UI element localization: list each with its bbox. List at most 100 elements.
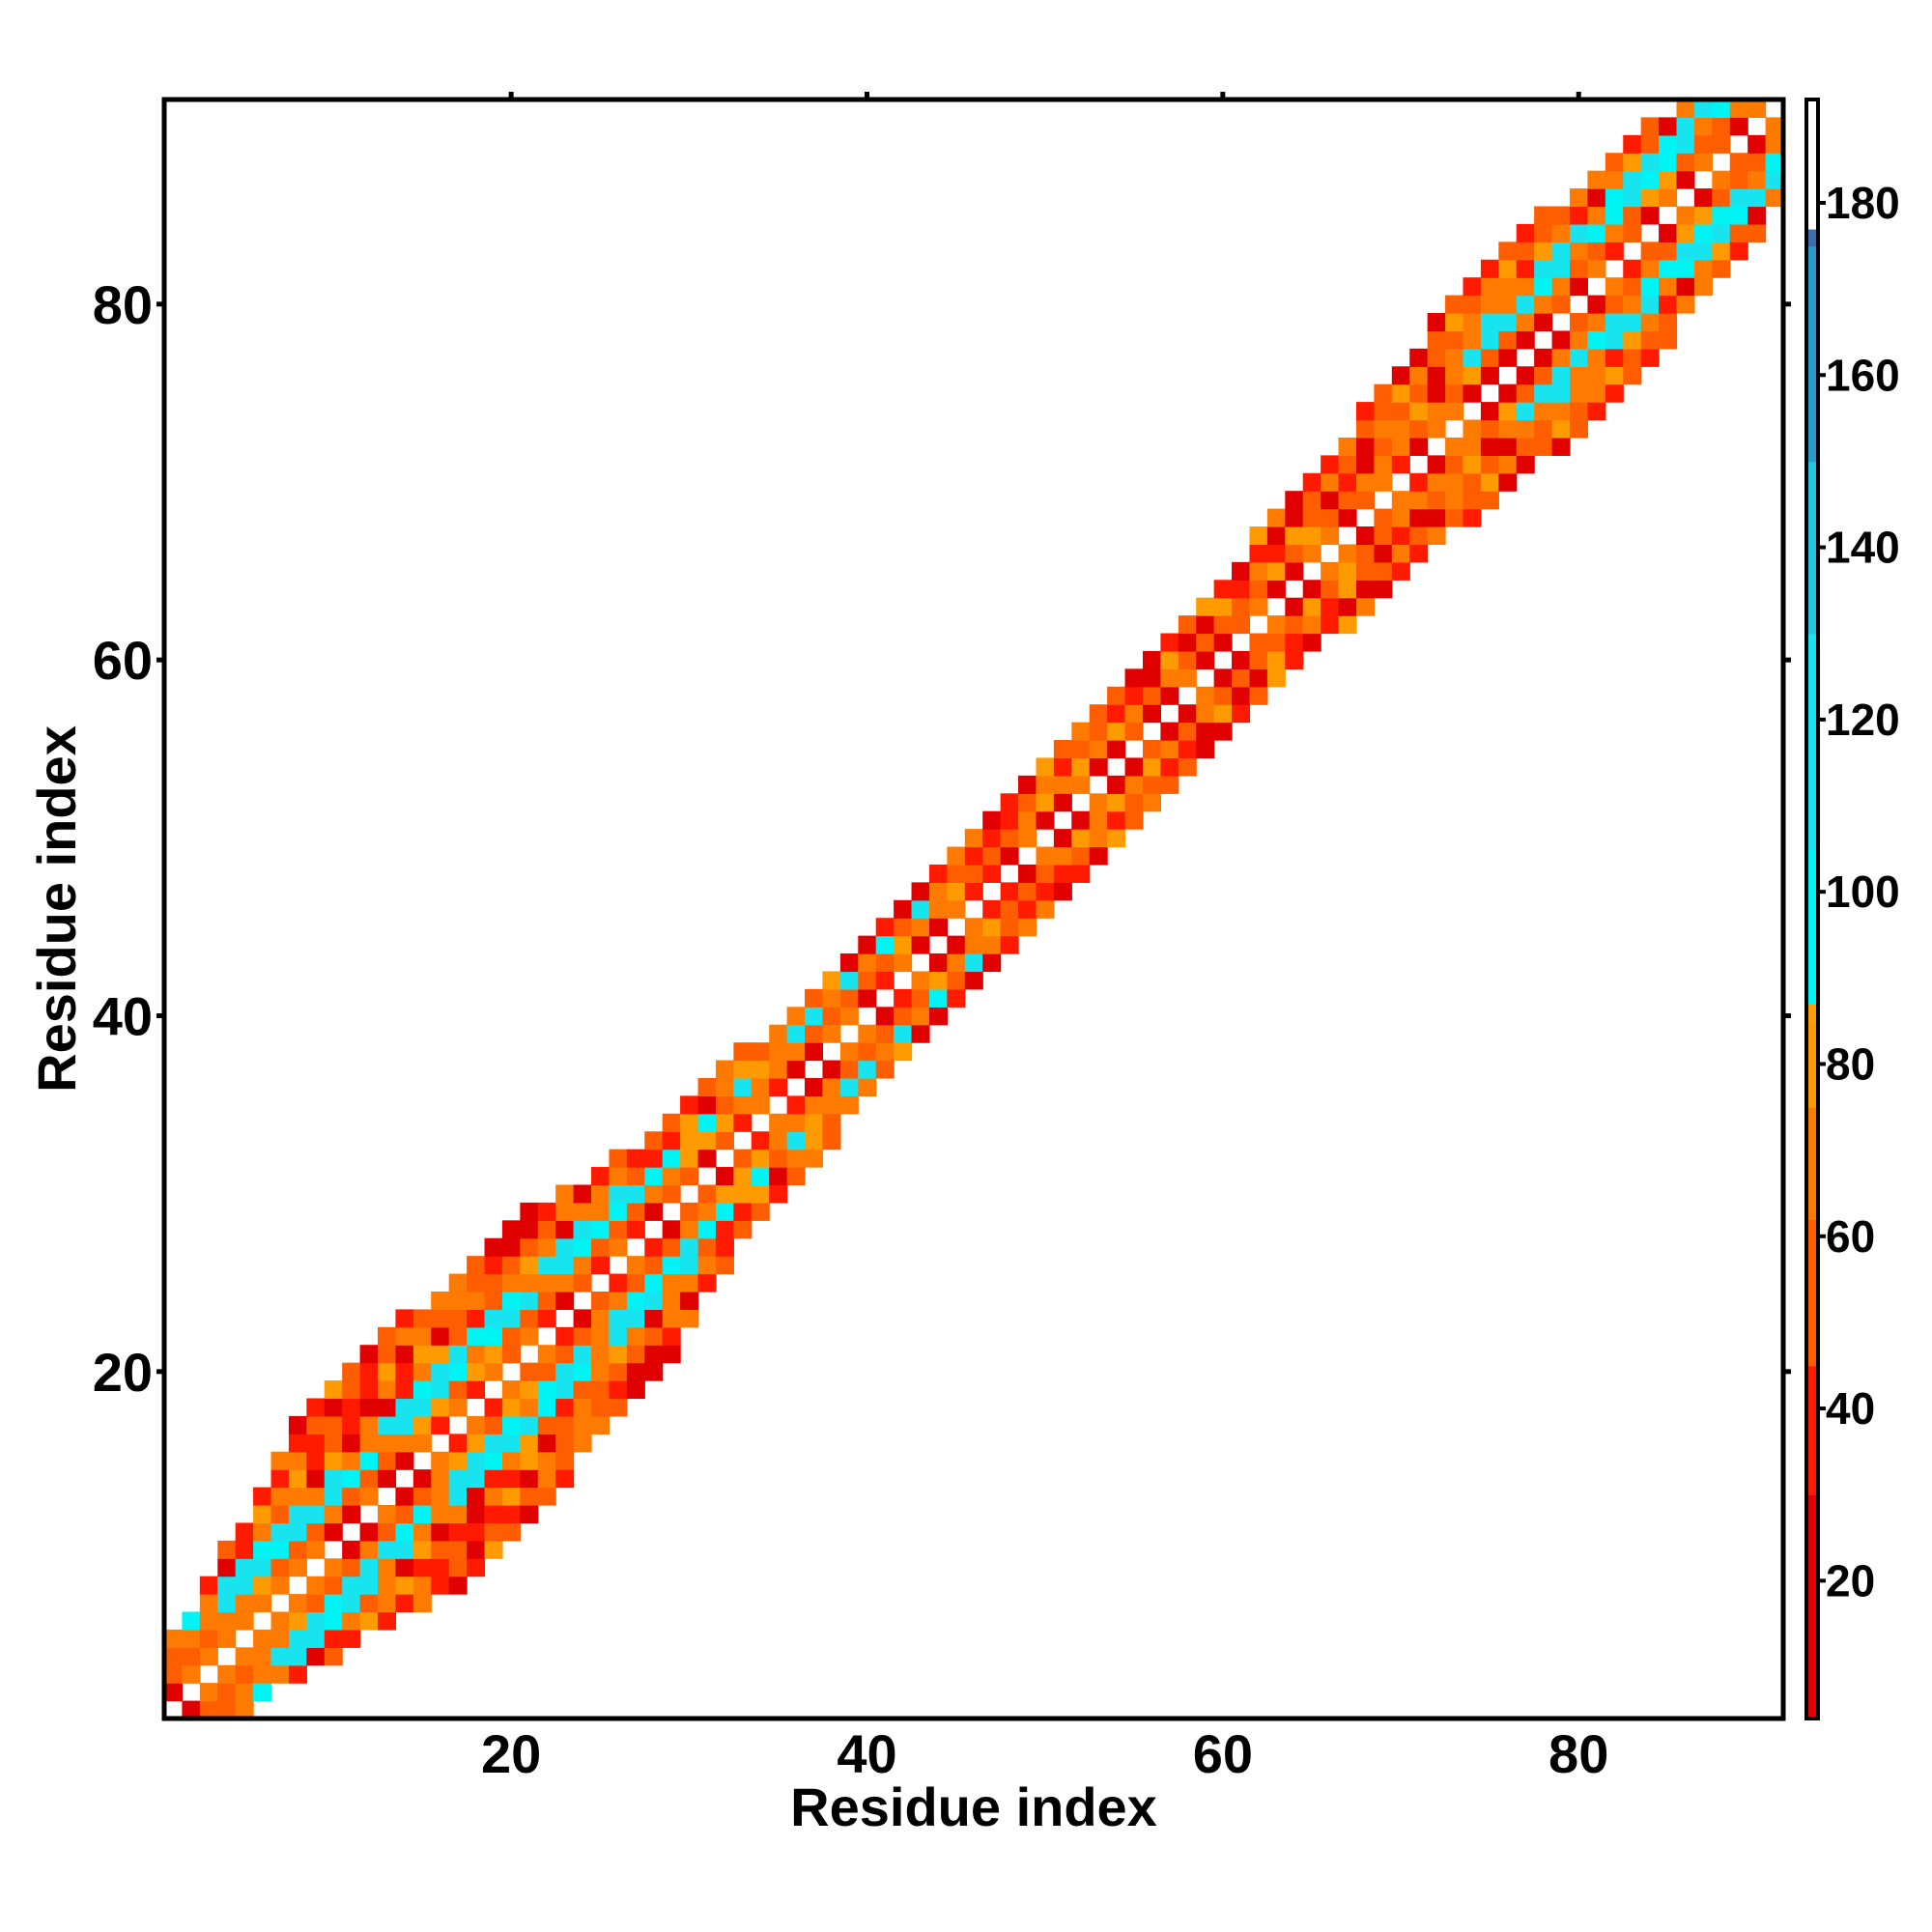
heatmap-cell <box>609 1149 628 1168</box>
heatmap-cell <box>875 953 895 973</box>
heatmap-cell <box>1463 366 1482 385</box>
heatmap-cell <box>1374 508 1393 527</box>
heatmap-cell <box>1178 722 1197 741</box>
heatmap-cell <box>359 1469 379 1489</box>
heatmap-cell <box>1036 757 1055 777</box>
colorbar-segment <box>1806 1236 1818 1246</box>
colorbar-segment <box>1806 1615 1818 1625</box>
heatmap-cell <box>982 810 1002 830</box>
heatmap-cell <box>555 1451 575 1470</box>
colorbar-segment <box>1806 401 1818 411</box>
colorbar-segment <box>1806 1486 1818 1496</box>
heatmap-cell <box>520 1291 539 1310</box>
heatmap-cell <box>1196 722 1215 741</box>
heatmap-cell <box>1747 99 1767 119</box>
heatmap-cell <box>1605 206 1624 225</box>
colorbar-segment <box>1806 349 1818 359</box>
heatmap-cell <box>1071 846 1091 866</box>
heatmap-cell <box>520 1256 539 1275</box>
heatmap-cell <box>875 1007 895 1026</box>
heatmap-cell <box>1623 277 1642 297</box>
heatmap-cell <box>484 1345 503 1364</box>
colorbar-segment <box>1806 280 1818 290</box>
heatmap-cell <box>1302 544 1321 563</box>
heatmap-cell <box>1142 704 1161 724</box>
heatmap-cell <box>324 1469 343 1489</box>
heatmap-cell <box>1374 402 1393 421</box>
heatmap-cell <box>662 1326 681 1346</box>
heatmap-cell <box>1765 153 1784 172</box>
heatmap-cell <box>1427 472 1446 492</box>
colorbar-segment <box>1806 443 1818 454</box>
heatmap-cell <box>626 1273 645 1293</box>
colorbar-segment <box>1806 659 1818 669</box>
heatmap-cell <box>715 1237 734 1257</box>
heatmap-cell <box>1089 829 1108 848</box>
heatmap-cell <box>1232 650 1251 669</box>
heatmap-cell <box>270 1664 290 1684</box>
heatmap-cell <box>1089 740 1108 759</box>
heatmap-cell <box>182 1647 201 1666</box>
heatmap-cell <box>484 1451 503 1470</box>
heatmap-cell <box>306 1522 326 1542</box>
heatmap-cell <box>431 1291 450 1310</box>
heatmap-cell <box>1232 580 1251 599</box>
heatmap-cell <box>769 1077 788 1096</box>
heatmap-cell <box>1196 633 1215 652</box>
heatmap-cell <box>520 1202 539 1221</box>
heatmap-cell <box>484 1540 503 1559</box>
colorbar-segment <box>1806 125 1818 135</box>
heatmap-cell <box>217 1558 237 1577</box>
heatmap-cell <box>1338 580 1357 599</box>
heatmap-cell <box>1355 526 1375 546</box>
heatmap-cell <box>1480 259 1499 278</box>
heatmap-cell <box>537 1398 556 1417</box>
colorbar-segment <box>1806 702 1818 712</box>
heatmap-cell <box>235 1700 254 1719</box>
heatmap-cell <box>324 1451 343 1470</box>
heatmap-cell <box>1480 330 1499 350</box>
heatmap-cell <box>839 988 859 1008</box>
heatmap-cell <box>1285 526 1304 546</box>
heatmap-cell <box>1338 472 1357 492</box>
y-tick-label: 60 <box>93 630 153 691</box>
heatmap-cell <box>288 1629 307 1648</box>
heatmap-cell <box>1213 704 1233 724</box>
colorbar-segment <box>1806 831 1818 841</box>
colorbar-segment <box>1806 1288 1818 1297</box>
heatmap-cell <box>342 1415 361 1435</box>
heatmap-cell <box>467 1309 486 1328</box>
heatmap-cell <box>1587 330 1606 350</box>
heatmap-cell <box>555 1362 575 1381</box>
heatmap-cell <box>733 1149 753 1168</box>
colorbar-segment <box>1806 762 1818 773</box>
colorbar-segment <box>1806 986 1818 996</box>
heatmap-cell <box>1249 544 1268 563</box>
heatmap-cell <box>467 1504 486 1524</box>
heatmap-cell <box>359 1345 379 1364</box>
heatmap-cell <box>591 1415 611 1435</box>
colorbar-segment <box>1806 641 1818 652</box>
y-tick-label: 80 <box>93 274 153 335</box>
heatmap-cell <box>1640 313 1660 332</box>
heatmap-cell <box>1427 491 1446 510</box>
heatmap-cell <box>1498 330 1518 350</box>
heatmap-cell <box>1659 223 1678 242</box>
heatmap-cell <box>306 1398 326 1417</box>
heatmap-cell <box>786 1149 806 1168</box>
heatmap-cell <box>1729 153 1748 172</box>
heatmap-cell <box>1534 277 1553 297</box>
heatmap-cell <box>520 1237 539 1257</box>
heatmap-cell <box>715 1060 734 1079</box>
heatmap-cell <box>1659 188 1678 208</box>
colorbar-segment <box>1806 1546 1818 1556</box>
heatmap-cell <box>324 1629 343 1648</box>
heatmap-cell <box>1534 384 1553 403</box>
heatmap-cell <box>1587 206 1606 225</box>
heatmap-cell <box>858 1060 877 1079</box>
heatmap-cell <box>1623 330 1642 350</box>
heatmap-cell <box>306 1594 326 1613</box>
heatmap-cell <box>1053 793 1072 812</box>
heatmap-cell <box>1676 223 1695 242</box>
heatmap-cell <box>697 1220 717 1239</box>
